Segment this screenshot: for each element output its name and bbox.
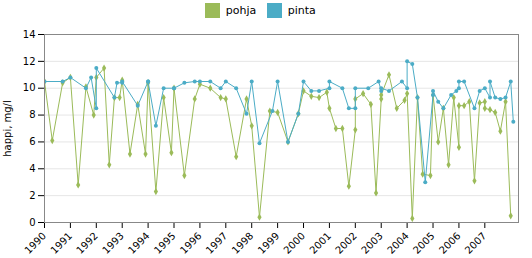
svg-text:0: 0 bbox=[29, 217, 35, 228]
svg-text:2004: 2004 bbox=[385, 230, 411, 256]
svg-text:1992: 1992 bbox=[74, 230, 100, 256]
svg-text:1995: 1995 bbox=[152, 230, 178, 256]
svg-text:1991: 1991 bbox=[48, 230, 74, 256]
svg-text:1994: 1994 bbox=[126, 230, 152, 256]
svg-text:2001: 2001 bbox=[307, 230, 333, 256]
svg-text:2003: 2003 bbox=[359, 230, 385, 256]
svg-text:2002: 2002 bbox=[333, 230, 359, 256]
svg-text:2005: 2005 bbox=[411, 230, 437, 256]
svg-text:8: 8 bbox=[29, 109, 35, 120]
svg-text:1996: 1996 bbox=[178, 230, 204, 256]
svg-text:1997: 1997 bbox=[204, 230, 230, 256]
html-text:pinta: pinta bbox=[287, 3, 316, 17]
svg-text:6: 6 bbox=[29, 136, 35, 147]
svg-text:2000: 2000 bbox=[281, 230, 307, 256]
svg-text:1990: 1990 bbox=[22, 230, 48, 256]
svg-text:1993: 1993 bbox=[100, 230, 126, 256]
svg-text:14: 14 bbox=[23, 29, 36, 40]
html-text:pohja: pohja bbox=[225, 3, 257, 17]
svg-text:10: 10 bbox=[23, 82, 36, 93]
svg-text:4: 4 bbox=[29, 163, 35, 174]
svg-text:2: 2 bbox=[29, 190, 35, 201]
svg-text:1998: 1998 bbox=[230, 230, 256, 256]
svg-text:happi, mg/l: happi, mg/l bbox=[2, 100, 13, 157]
svg-text:12: 12 bbox=[23, 56, 36, 67]
svg-text:2007: 2007 bbox=[463, 230, 489, 256]
svg-text:2006: 2006 bbox=[437, 230, 463, 256]
svg-text:1999: 1999 bbox=[256, 230, 282, 256]
